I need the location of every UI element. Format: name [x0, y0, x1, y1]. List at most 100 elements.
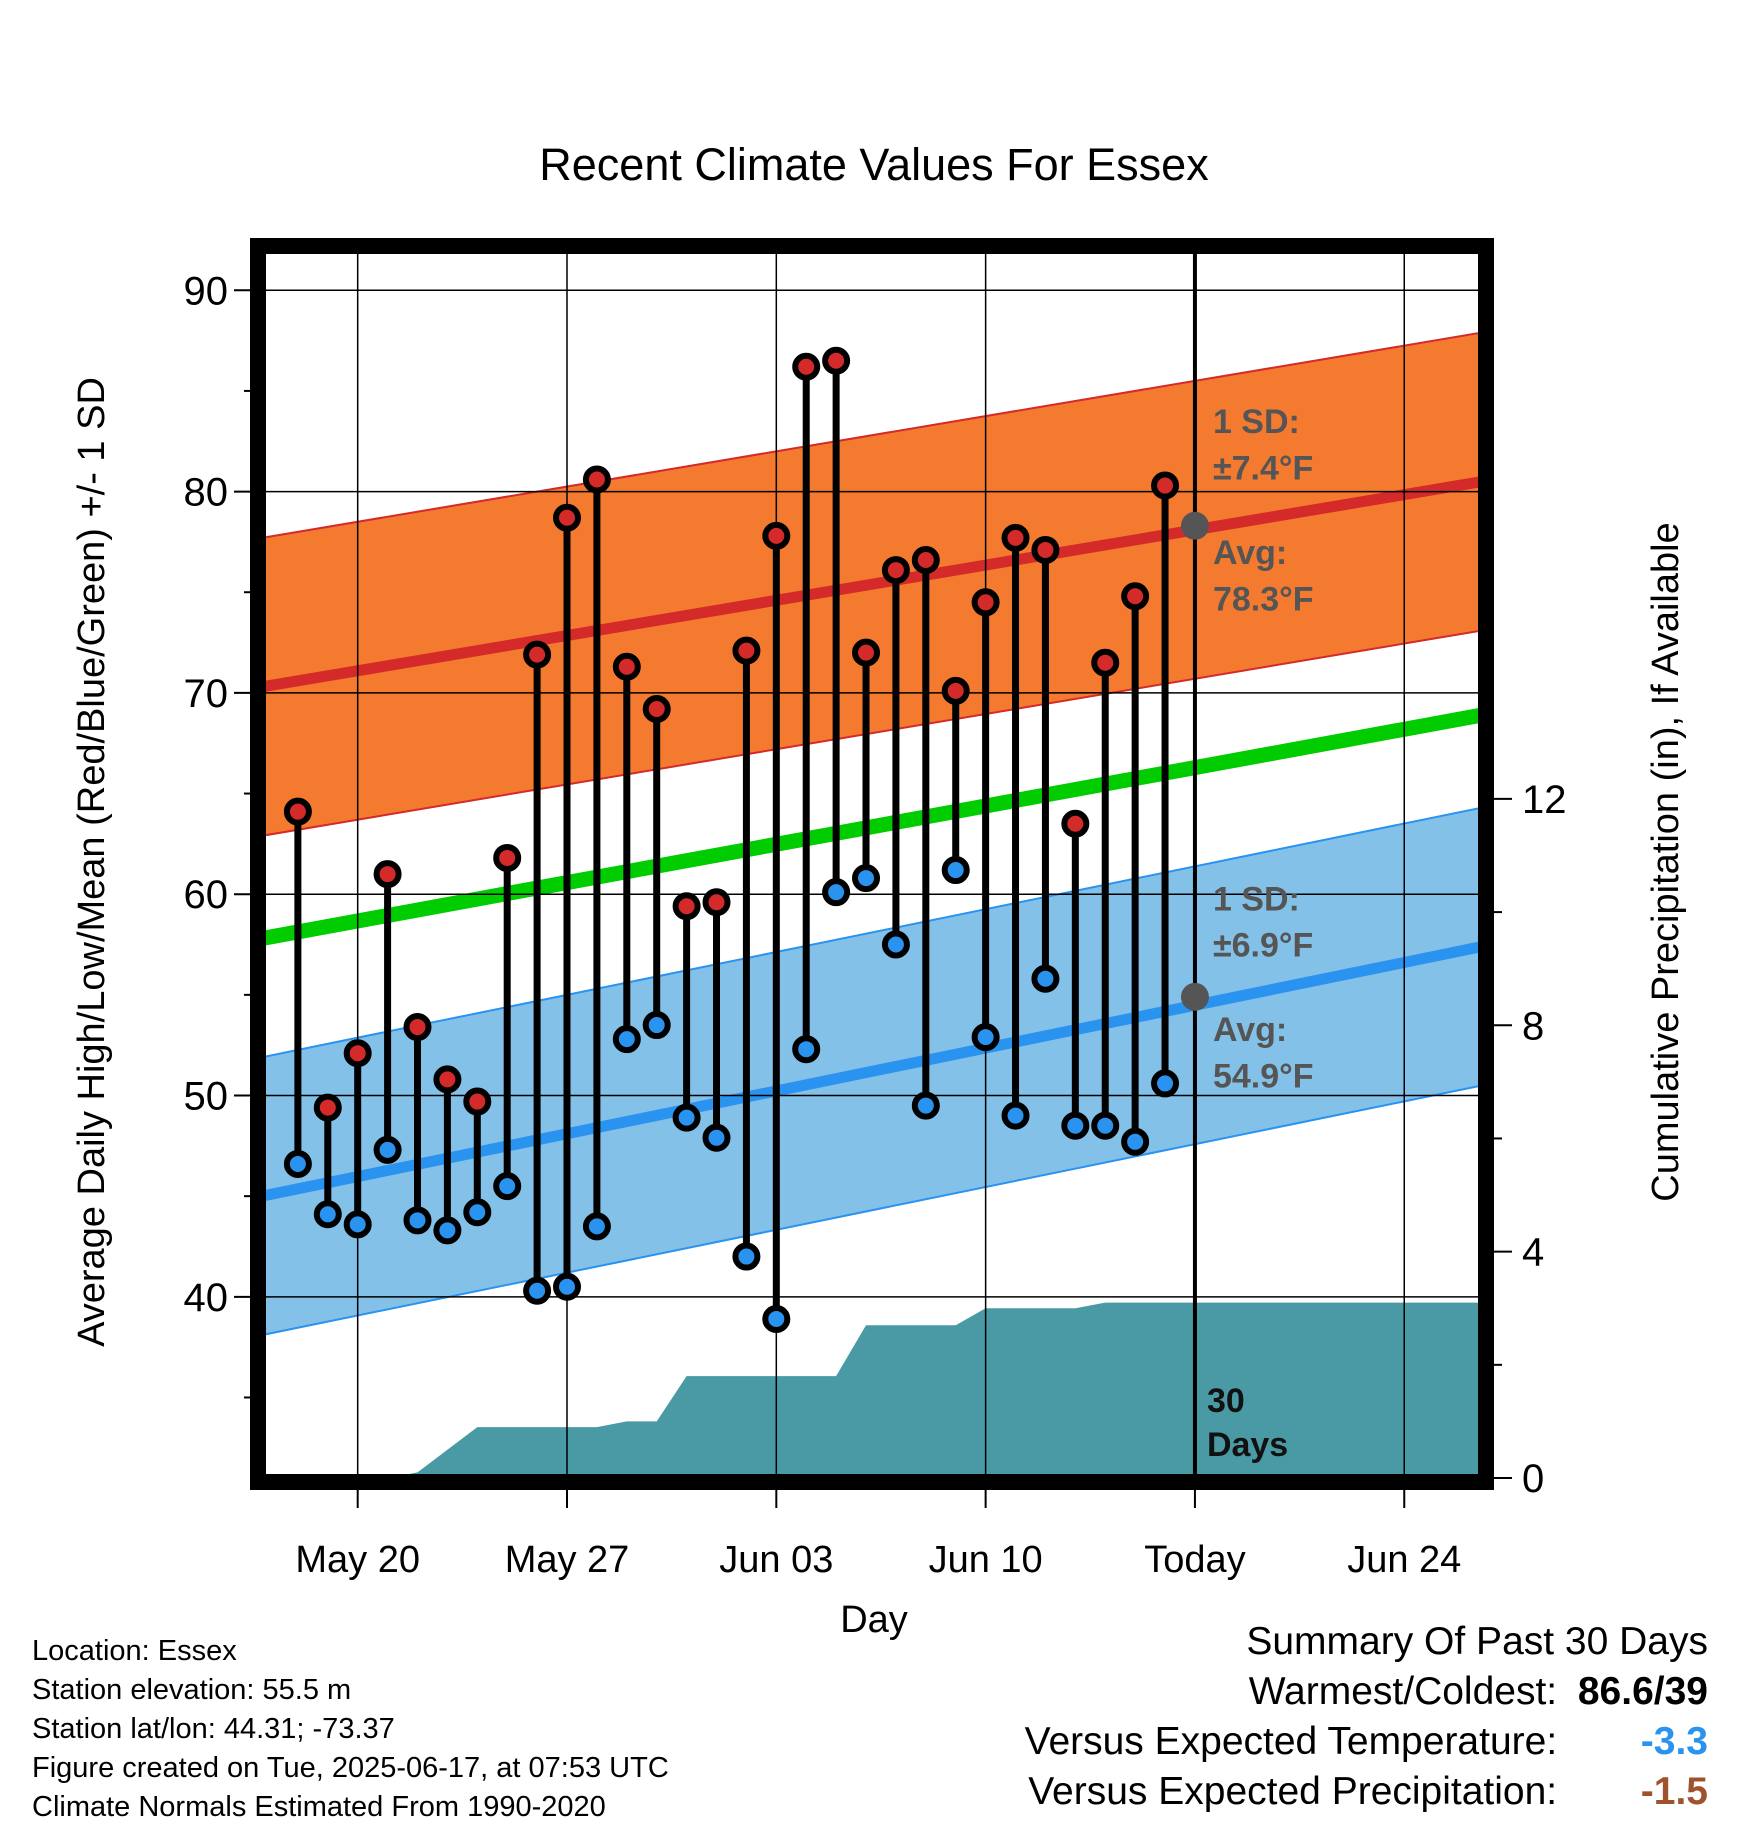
- daily-high-point: [523, 640, 552, 669]
- high-sd-value: ±7.4°F: [1213, 449, 1313, 487]
- precipitation-area: [267, 1302, 1482, 1478]
- daily-high-point: [1121, 582, 1150, 611]
- daily-low-point: [881, 930, 910, 959]
- daily-high-point: [762, 521, 791, 550]
- daily-high-point: [732, 636, 761, 665]
- daily-high-point: [1031, 535, 1060, 564]
- daily-low-point: [702, 1123, 731, 1152]
- daily-high-point: [1151, 471, 1180, 500]
- daily-high-point: [612, 652, 641, 681]
- daily-low-point: [822, 878, 851, 907]
- right-axis-tick-label: 4: [1522, 1231, 1544, 1275]
- daily-low-point: [672, 1103, 701, 1132]
- daily-low-point: [642, 1011, 671, 1040]
- daily-low-point: [1031, 964, 1060, 993]
- right-y-axis: 0 4 8 12: [1490, 778, 1567, 1501]
- station-info: Location: Essex Station elevation: 55.5 …: [32, 1632, 669, 1827]
- plot-area: [262, 250, 1482, 1478]
- daily-high-point: [672, 892, 701, 921]
- x-axis-tick-label: May 27: [505, 1539, 630, 1581]
- elevation-text: Station elevation: 55.5 m: [32, 1674, 352, 1706]
- location-text: Location: Essex: [32, 1635, 237, 1667]
- daily-high-point: [1061, 809, 1090, 838]
- daily-low-point: [1091, 1111, 1120, 1140]
- daily-high-point: [642, 694, 671, 723]
- daily-high-point: [852, 638, 881, 667]
- daily-low-point: [971, 1023, 1000, 1052]
- daily-low-point: [852, 864, 881, 893]
- left-axis-tick-label: 40: [184, 1276, 229, 1320]
- left-axis-tick-label: 60: [184, 873, 229, 917]
- days-label-line: Days: [1207, 1426, 1288, 1464]
- daily-low-point: [792, 1035, 821, 1064]
- left-y-axis-label: Average Daily High/Low/Mean (Red/Blue/Gr…: [71, 377, 113, 1347]
- left-y-axis: 40 50 60 70 80 90: [184, 269, 254, 1399]
- x-axis-label: Day: [840, 1599, 908, 1641]
- low-sd-value: ±6.9°F: [1213, 927, 1313, 965]
- daily-high-point: [283, 797, 312, 826]
- daily-low-point: [313, 1200, 342, 1229]
- daily-low-point: [403, 1206, 432, 1235]
- low-average-marker: [1180, 982, 1209, 1011]
- daily-high-point: [881, 556, 910, 585]
- temperature-row: Versus Expected Temperature: -3.3: [1025, 1717, 1708, 1767]
- daily-low-point: [493, 1172, 522, 1201]
- daily-high-point: [822, 346, 851, 375]
- daily-high-low-marks: [283, 346, 1180, 1333]
- x-axis-tick-label: May 20: [295, 1539, 420, 1581]
- low-avg-label: Avg:: [1213, 1011, 1287, 1049]
- daily-high-point: [1091, 648, 1120, 677]
- days-label-line: 30: [1207, 1382, 1245, 1420]
- daily-high-point: [403, 1013, 432, 1042]
- high-avg-label: Avg:: [1213, 534, 1287, 572]
- daily-high-point: [343, 1039, 372, 1068]
- chart-title: Recent Climate Values For Essex: [539, 139, 1209, 190]
- daily-high-point: [493, 843, 522, 872]
- daily-low-point: [283, 1149, 312, 1178]
- normals-text: Climate Normals Estimated From 1990-2020: [32, 1791, 606, 1823]
- daily-low-point: [1121, 1127, 1150, 1156]
- high-normal-line: [262, 476, 1482, 693]
- high-sd-label: 1 SD:: [1213, 403, 1300, 441]
- x-axis-tick-label: Jun 03: [719, 1539, 833, 1581]
- summary-title: Summary Of Past 30 Days: [1246, 1620, 1708, 1663]
- daily-low-point: [553, 1272, 581, 1301]
- daily-high-point: [582, 465, 611, 494]
- left-axis-tick-label: 90: [184, 269, 229, 313]
- low-normal-line: [262, 941, 1482, 1202]
- warmest-coldest-value: 86.6/39: [1568, 1667, 1708, 1717]
- created-text: Figure created on Tue, 2025-06-17, at 07…: [32, 1752, 669, 1784]
- daily-low-point: [612, 1025, 641, 1054]
- daily-low-point: [732, 1242, 761, 1271]
- daily-high-point: [971, 588, 1000, 617]
- daily-low-point: [762, 1304, 791, 1333]
- daily-low-point: [343, 1210, 372, 1239]
- right-y-axis-label: Cumulative Precipitation (in), If Availa…: [1645, 522, 1687, 1201]
- warmest-coldest-row: Warmest/Coldest: 86.6/39: [1025, 1667, 1708, 1717]
- left-axis-tick-label: 70: [184, 672, 229, 716]
- coldest-value: 39: [1664, 1670, 1708, 1713]
- x-axis-tick-label: Today: [1144, 1539, 1245, 1581]
- precipitation-label: Versus Expected Precipitation:: [1028, 1770, 1558, 1813]
- daily-high-point: [1001, 523, 1030, 552]
- summary-panel: Summary Of Past 30 Days Warmest/Coldest:…: [1025, 1617, 1708, 1817]
- left-axis-tick-label: 50: [184, 1075, 229, 1119]
- temperature-label: Versus Expected Temperature:: [1024, 1720, 1558, 1763]
- high-avg-value: 78.3°F: [1213, 580, 1314, 618]
- precipitation-row: Versus Expected Precipitation: -1.5: [1025, 1767, 1708, 1817]
- warmest-value: 86.6: [1577, 1670, 1654, 1713]
- daily-high-point: [911, 546, 940, 575]
- daily-low-point: [911, 1091, 940, 1120]
- daily-high-point: [941, 676, 970, 705]
- right-axis-tick-label: 12: [1522, 778, 1567, 822]
- temperature-value: -3.3: [1640, 1720, 1708, 1763]
- precipitation-value: -1.5: [1640, 1770, 1708, 1813]
- daily-high-point: [313, 1093, 342, 1122]
- left-axis-tick-label: 80: [184, 471, 229, 515]
- daily-high-point: [463, 1087, 492, 1116]
- daily-high-point: [702, 888, 731, 917]
- days-label: 30 Days: [1207, 1382, 1288, 1464]
- daily-low-point: [1061, 1111, 1090, 1140]
- daily-low-point: [523, 1276, 552, 1305]
- value-separator: /: [1653, 1670, 1665, 1713]
